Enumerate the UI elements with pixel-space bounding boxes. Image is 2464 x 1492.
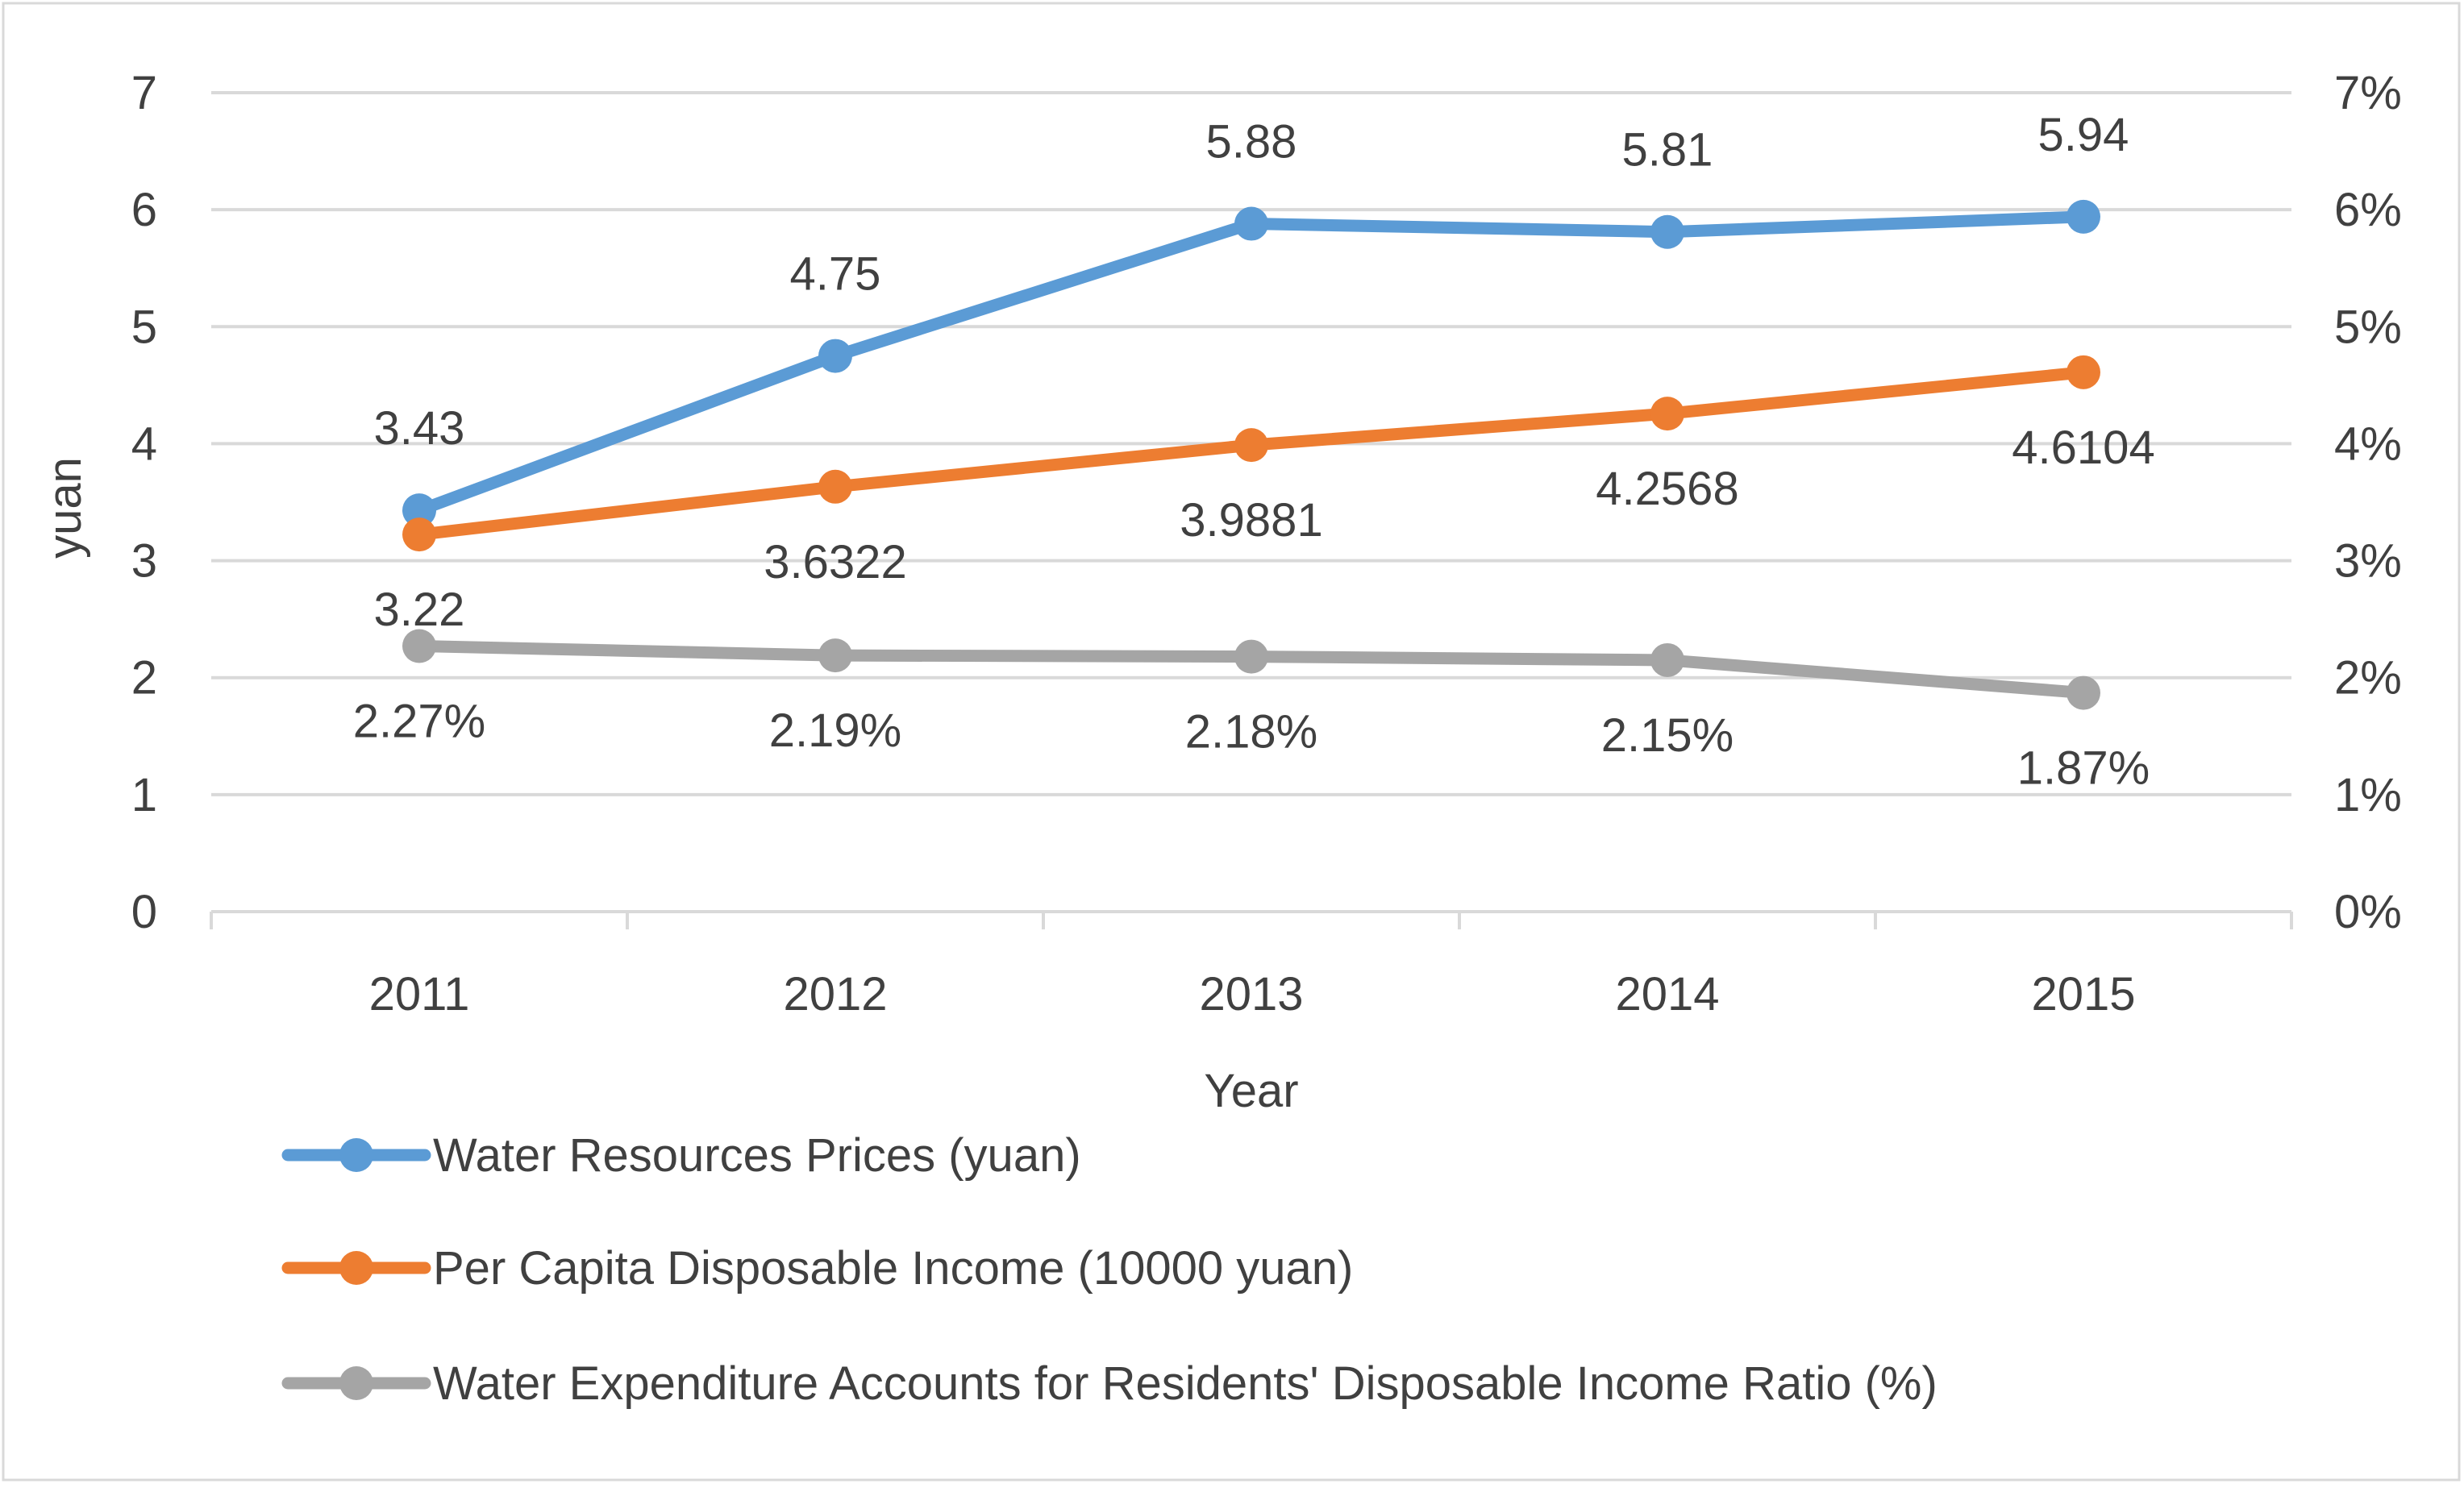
y2-tick-label: 3% [2334, 535, 2402, 588]
y-tick-label: 7 [131, 67, 157, 119]
y-tick-label: 0 [131, 886, 157, 938]
data-label: 5.94 [2038, 109, 2129, 161]
data-point [818, 469, 852, 504]
legend-marker [339, 1251, 373, 1285]
legend-marker [339, 1366, 373, 1400]
data-point [1234, 428, 1268, 463]
data-label: 3.9881 [1180, 494, 1322, 547]
y2-tick-label: 5% [2334, 301, 2402, 353]
data-label: 2.19% [769, 704, 901, 757]
data-label: 2.27% [353, 696, 485, 748]
legend: Water Resources Prices (yuan) Per Capita … [281, 1129, 1937, 1410]
x-tick-label: 2012 [783, 968, 887, 1020]
x-tick-label: 2011 [369, 968, 470, 1020]
legend-label: Water Resources Prices (yuan) [433, 1129, 1081, 1182]
data-label: 4.75 [790, 248, 881, 301]
data-point [1650, 642, 1684, 677]
legend-label: Water Expenditure Accounts for Residents… [433, 1357, 1937, 1410]
y2-tick-label: 0% [2334, 886, 2402, 938]
legend-marker [339, 1138, 373, 1172]
data-point [818, 638, 852, 673]
x-tick-label: 2015 [2031, 968, 2135, 1020]
y2-tick-label: 2% [2334, 652, 2402, 704]
data-point [1234, 206, 1268, 241]
y2-axis-ticks: 0% 1% 2% 3% 4% 5% 6% 7% [2334, 67, 2402, 938]
x-axis-title: Year [1204, 1065, 1298, 1117]
data-label: 5.88 [1206, 116, 1297, 168]
data-label: 3.43 [374, 402, 465, 455]
data-point [1650, 397, 1684, 431]
data-label: 4.6104 [2012, 422, 2154, 474]
data-point [402, 629, 436, 663]
y-tick-label: 4 [131, 418, 157, 470]
y2-tick-label: 6% [2334, 184, 2402, 236]
x-axis-ticks: 2011 2012 2013 2014 2015 [369, 968, 2136, 1020]
y-tick-label: 6 [131, 184, 157, 236]
data-label: 2.18% [1185, 706, 1317, 758]
y2-tick-label: 7% [2334, 67, 2402, 119]
y-axis-ticks: 0 1 2 3 4 5 6 7 [131, 67, 157, 938]
data-label: 1.87% [2017, 742, 2150, 795]
data-point [2067, 355, 2100, 389]
y2-tick-label: 4% [2334, 418, 2402, 470]
x-tick-label: 2014 [1615, 968, 1719, 1020]
data-point [1650, 214, 1684, 249]
y2-tick-label: 1% [2334, 769, 2402, 821]
data-point [818, 339, 852, 373]
data-point [402, 493, 436, 528]
data-label: 5.81 [1622, 124, 1713, 177]
data-point [402, 517, 436, 552]
axes [210, 910, 2293, 929]
data-point [2067, 199, 2100, 234]
data-label: 2.15% [1601, 709, 1734, 762]
y-tick-label: 2 [131, 652, 157, 704]
y-tick-label: 3 [131, 535, 157, 588]
series-group [402, 199, 2100, 710]
data-point [1234, 639, 1268, 674]
data-labels: 3.43 4.75 5.88 5.81 5.94 3.22 3.6322 3.9881 4.25… [353, 109, 2155, 795]
data-label: 4.2568 [1596, 463, 1738, 515]
data-label: 3.6322 [764, 536, 906, 588]
y-tick-label: 5 [131, 301, 157, 353]
data-point [2067, 675, 2100, 710]
x-tick-label: 2013 [1199, 968, 1303, 1020]
y-axis-title: yuan [39, 457, 91, 559]
data-label: 3.22 [374, 584, 465, 636]
legend-label: Per Capita Disposable Income (10000 yuan… [433, 1242, 1353, 1295]
y-tick-label: 1 [131, 769, 157, 821]
